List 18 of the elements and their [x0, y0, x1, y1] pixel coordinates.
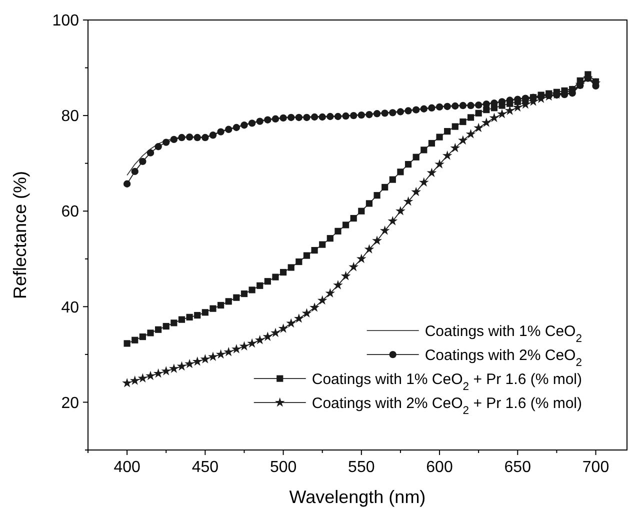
y-tick-label: 100: [52, 12, 80, 30]
y-tick-label: 20: [61, 394, 80, 412]
x-tick-label: 650: [504, 459, 532, 476]
y-tick-label: 80: [61, 108, 80, 126]
legend-label: Coatings with 2% CeO$_{2}$: [424, 346, 582, 369]
y-axis-title: Reflectance (%): [10, 170, 30, 300]
x-tick-label: 700: [582, 459, 610, 476]
legend-label: Coatings with 1% CeO$_{2}$: [424, 322, 582, 345]
x-tick-label: 500: [270, 459, 297, 476]
x-tick-label: 450: [192, 459, 219, 476]
y-tick-label: 60: [61, 204, 80, 221]
legend-label: Coatings with 1% CeO$_{2}$ + Pr 1.6 (% mol): [312, 370, 582, 393]
x-tick-label: 550: [348, 459, 375, 476]
legend-label: Coatings with 2% CeO$_{2}$ + Pr 1.6 (% mol): [312, 394, 582, 417]
x-axis-title: Wavelength (nm): [289, 487, 426, 507]
x-tick-label: 400: [114, 459, 141, 476]
x-tick-label: 600: [426, 459, 453, 476]
y-tick-label: 40: [61, 299, 80, 316]
